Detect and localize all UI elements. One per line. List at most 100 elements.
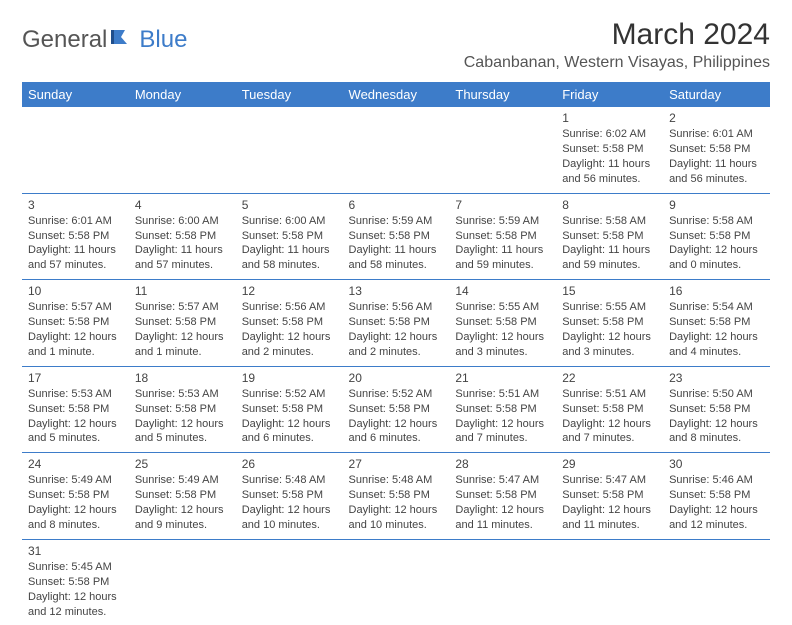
day-number: 30 [669,456,764,472]
month-title: March 2024 [464,18,770,52]
day-header: Sunday [22,82,129,107]
sunrise-text: Sunrise: 5:56 AM [349,300,444,315]
calendar-cell: 16Sunrise: 5:54 AMSunset: 5:58 PMDayligh… [663,280,770,367]
sunset-text: Sunset: 5:58 PM [349,229,444,244]
sunset-text: Sunset: 5:58 PM [242,402,337,417]
calendar-cell: 19Sunrise: 5:52 AMSunset: 5:58 PMDayligh… [236,366,343,453]
sunrise-text: Sunrise: 5:51 AM [562,387,657,402]
calendar-row: 1Sunrise: 6:02 AMSunset: 5:58 PMDaylight… [22,107,770,193]
sunset-text: Sunset: 5:58 PM [562,315,657,330]
sunset-text: Sunset: 5:58 PM [242,488,337,503]
logo-text-general: General [22,26,107,54]
location-text: Cabanbanan, Western Visayas, Philippines [464,54,770,72]
day-number: 28 [455,456,550,472]
sunset-text: Sunset: 5:58 PM [242,315,337,330]
day-number: 1 [562,110,657,126]
sunrise-text: Sunrise: 6:00 AM [135,214,230,229]
sunrise-text: Sunrise: 5:59 AM [349,214,444,229]
calendar-cell: 26Sunrise: 5:48 AMSunset: 5:58 PMDayligh… [236,453,343,540]
day-header: Monday [129,82,236,107]
day-number: 26 [242,456,337,472]
calendar-cell: 8Sunrise: 5:58 AMSunset: 5:58 PMDaylight… [556,193,663,280]
calendar-cell: 7Sunrise: 5:59 AMSunset: 5:58 PMDaylight… [449,193,556,280]
day-number: 22 [562,370,657,386]
calendar-cell: 30Sunrise: 5:46 AMSunset: 5:58 PMDayligh… [663,453,770,540]
daylight-text: Daylight: 12 hours and 7 minutes. [562,417,657,447]
daylight-text: Daylight: 11 hours and 58 minutes. [242,243,337,273]
calendar-table: SundayMondayTuesdayWednesdayThursdayFrid… [22,82,770,625]
calendar-cell-empty [556,539,663,625]
day-header: Wednesday [343,82,450,107]
daylight-text: Daylight: 12 hours and 11 minutes. [455,503,550,533]
daylight-text: Daylight: 11 hours and 56 minutes. [669,157,764,187]
calendar-cell: 27Sunrise: 5:48 AMSunset: 5:58 PMDayligh… [343,453,450,540]
day-number: 16 [669,283,764,299]
sunrise-text: Sunrise: 5:53 AM [28,387,123,402]
sunset-text: Sunset: 5:58 PM [349,488,444,503]
day-number: 12 [242,283,337,299]
sunrise-text: Sunrise: 5:58 AM [669,214,764,229]
sunrise-text: Sunrise: 5:52 AM [349,387,444,402]
calendar-cell-empty [236,107,343,193]
daylight-text: Daylight: 12 hours and 12 minutes. [669,503,764,533]
sunset-text: Sunset: 5:58 PM [28,402,123,417]
sunset-text: Sunset: 5:58 PM [455,315,550,330]
sunset-text: Sunset: 5:58 PM [669,229,764,244]
day-number: 31 [28,543,123,559]
day-number: 21 [455,370,550,386]
calendar-cell: 14Sunrise: 5:55 AMSunset: 5:58 PMDayligh… [449,280,556,367]
daylight-text: Daylight: 11 hours and 57 minutes. [28,243,123,273]
day-number: 24 [28,456,123,472]
daylight-text: Daylight: 12 hours and 5 minutes. [135,417,230,447]
calendar-cell: 25Sunrise: 5:49 AMSunset: 5:58 PMDayligh… [129,453,236,540]
day-number: 29 [562,456,657,472]
calendar-row: 31Sunrise: 5:45 AMSunset: 5:58 PMDayligh… [22,539,770,625]
daylight-text: Daylight: 12 hours and 10 minutes. [242,503,337,533]
sunset-text: Sunset: 5:58 PM [669,488,764,503]
calendar-row: 24Sunrise: 5:49 AMSunset: 5:58 PMDayligh… [22,453,770,540]
calendar-cell: 21Sunrise: 5:51 AMSunset: 5:58 PMDayligh… [449,366,556,453]
sunrise-text: Sunrise: 5:57 AM [28,300,123,315]
sunrise-text: Sunrise: 6:00 AM [242,214,337,229]
daylight-text: Daylight: 11 hours and 56 minutes. [562,157,657,187]
sunrise-text: Sunrise: 6:01 AM [28,214,123,229]
calendar-cell: 15Sunrise: 5:55 AMSunset: 5:58 PMDayligh… [556,280,663,367]
calendar-row: 3Sunrise: 6:01 AMSunset: 5:58 PMDaylight… [22,193,770,280]
sunrise-text: Sunrise: 5:45 AM [28,560,123,575]
day-number: 10 [28,283,123,299]
day-header: Thursday [449,82,556,107]
sunset-text: Sunset: 5:58 PM [349,402,444,417]
calendar-cell-empty [449,539,556,625]
sunset-text: Sunset: 5:58 PM [669,315,764,330]
sunset-text: Sunset: 5:58 PM [28,575,123,590]
day-number: 13 [349,283,444,299]
daylight-text: Daylight: 12 hours and 8 minutes. [28,503,123,533]
sunrise-text: Sunrise: 5:53 AM [135,387,230,402]
sunset-text: Sunset: 5:58 PM [455,488,550,503]
day-header: Saturday [663,82,770,107]
daylight-text: Daylight: 12 hours and 3 minutes. [455,330,550,360]
calendar-cell: 10Sunrise: 5:57 AMSunset: 5:58 PMDayligh… [22,280,129,367]
sunrise-text: Sunrise: 5:56 AM [242,300,337,315]
calendar-cell: 3Sunrise: 6:01 AMSunset: 5:58 PMDaylight… [22,193,129,280]
day-number: 8 [562,197,657,213]
daylight-text: Daylight: 11 hours and 59 minutes. [455,243,550,273]
sunrise-text: Sunrise: 5:48 AM [242,473,337,488]
sunrise-text: Sunrise: 5:49 AM [135,473,230,488]
logo-text-blue: Blue [139,26,187,54]
day-number: 11 [135,283,230,299]
flag-icon [111,28,137,53]
daylight-text: Daylight: 11 hours and 57 minutes. [135,243,230,273]
header: General Blue March 2024 Cabanbanan, West… [22,18,770,78]
day-number: 19 [242,370,337,386]
day-number: 17 [28,370,123,386]
calendar-cell-empty [129,107,236,193]
sunset-text: Sunset: 5:58 PM [669,402,764,417]
sunrise-text: Sunrise: 5:55 AM [455,300,550,315]
sunset-text: Sunset: 5:58 PM [135,402,230,417]
daylight-text: Daylight: 12 hours and 8 minutes. [669,417,764,447]
day-header-row: SundayMondayTuesdayWednesdayThursdayFrid… [22,82,770,107]
logo: General Blue [22,26,187,54]
sunset-text: Sunset: 5:58 PM [455,402,550,417]
day-number: 4 [135,197,230,213]
